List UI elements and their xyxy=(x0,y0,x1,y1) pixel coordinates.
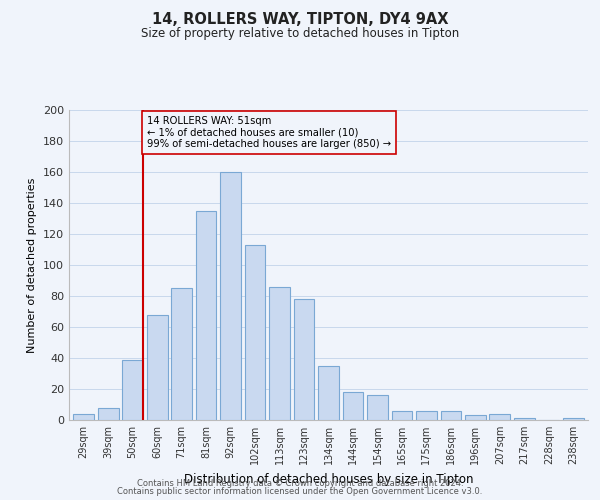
Y-axis label: Number of detached properties: Number of detached properties xyxy=(28,178,37,352)
Bar xyxy=(563,418,584,420)
Bar xyxy=(343,392,364,420)
Bar xyxy=(392,410,412,420)
Text: 14 ROLLERS WAY: 51sqm
← 1% of detached houses are smaller (10)
99% of semi-detac: 14 ROLLERS WAY: 51sqm ← 1% of detached h… xyxy=(147,116,391,150)
Bar xyxy=(98,408,119,420)
Bar xyxy=(514,418,535,420)
Text: 14, ROLLERS WAY, TIPTON, DY4 9AX: 14, ROLLERS WAY, TIPTON, DY4 9AX xyxy=(152,12,448,28)
Bar xyxy=(490,414,510,420)
Text: Size of property relative to detached houses in Tipton: Size of property relative to detached ho… xyxy=(141,28,459,40)
Bar xyxy=(465,416,486,420)
Bar xyxy=(73,414,94,420)
Bar xyxy=(245,245,265,420)
Bar xyxy=(196,211,217,420)
Bar xyxy=(171,288,192,420)
Bar xyxy=(440,410,461,420)
Bar xyxy=(269,286,290,420)
Bar xyxy=(318,366,339,420)
Text: Contains HM Land Registry data © Crown copyright and database right 2024.: Contains HM Land Registry data © Crown c… xyxy=(137,478,463,488)
Bar xyxy=(367,395,388,420)
Bar xyxy=(293,299,314,420)
Bar xyxy=(220,172,241,420)
Bar xyxy=(147,314,167,420)
X-axis label: Distribution of detached houses by size in Tipton: Distribution of detached houses by size … xyxy=(184,472,473,486)
Bar xyxy=(122,360,143,420)
Bar xyxy=(416,410,437,420)
Text: Contains public sector information licensed under the Open Government Licence v3: Contains public sector information licen… xyxy=(118,487,482,496)
